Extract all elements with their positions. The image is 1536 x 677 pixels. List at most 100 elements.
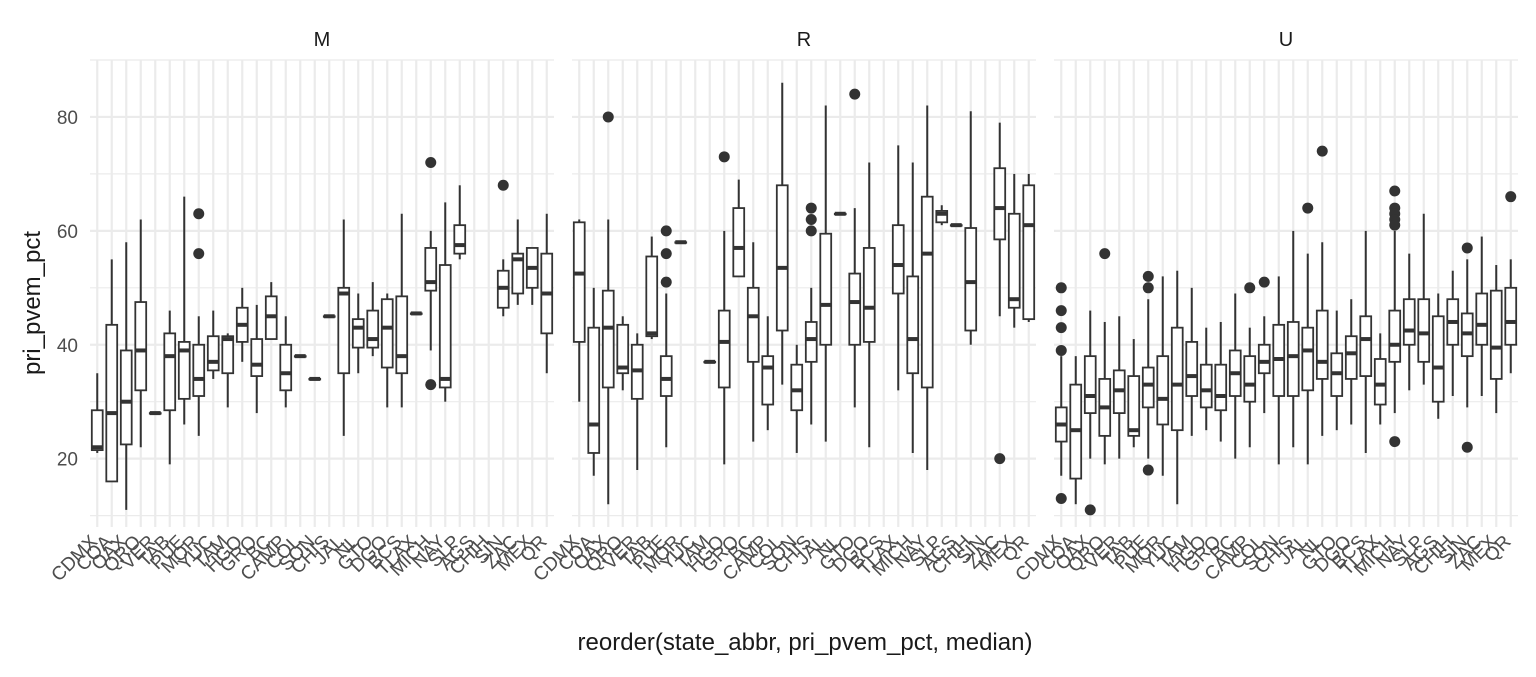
box-iqr — [645, 255, 659, 338]
box-iqr — [1489, 289, 1503, 380]
box-PUE — [659, 225, 673, 448]
y-tick-label: 40 — [57, 336, 78, 357]
box-iqr — [906, 275, 920, 375]
outlier-point — [1142, 270, 1154, 282]
box-CHIH — [964, 111, 978, 345]
box-NL — [351, 293, 365, 374]
box-SON — [790, 344, 804, 453]
box-iqr — [848, 272, 862, 346]
box-SLP — [453, 185, 467, 260]
box-BC — [746, 242, 760, 442]
box-COA — [105, 259, 119, 483]
box-iqr — [380, 298, 394, 369]
box-NAY — [1402, 253, 1416, 391]
outlier-point — [1055, 305, 1067, 317]
outlier-point — [1055, 493, 1067, 505]
box-iqr — [761, 355, 775, 406]
outlier-point — [602, 111, 614, 123]
outlier-point — [1389, 219, 1401, 231]
outlier-point — [660, 225, 672, 237]
box-iqr — [1417, 298, 1431, 363]
outlier-point — [1302, 202, 1314, 214]
box-iqr — [732, 207, 746, 278]
box-iqr — [351, 318, 365, 349]
box-iqr — [192, 343, 206, 397]
box-QRO — [616, 316, 630, 391]
box-VER — [630, 333, 644, 471]
box-iqr — [587, 326, 601, 454]
box-BCS — [1359, 230, 1373, 453]
box-YUC — [1170, 270, 1184, 505]
box-iqr — [1388, 309, 1402, 363]
outlier-point — [1099, 248, 1111, 260]
y-tick-label: 80 — [57, 108, 78, 129]
outlier-point — [1389, 185, 1401, 197]
box-iqr — [424, 247, 438, 292]
box-CAMP — [761, 316, 775, 431]
box-GRO — [732, 179, 746, 278]
box-SIN — [496, 179, 510, 317]
box-BCS — [395, 213, 409, 408]
box-ZAC — [511, 219, 525, 305]
box-CHIS — [322, 314, 336, 319]
outlier-point — [718, 151, 730, 163]
box-TAB — [1127, 339, 1141, 448]
box-SLP — [1417, 213, 1431, 385]
box-iqr — [1083, 355, 1097, 414]
outlier-point — [1389, 436, 1401, 448]
box-MICH — [906, 162, 920, 453]
outlier-point — [1142, 282, 1154, 294]
box-QRO — [134, 219, 148, 448]
box-DGO — [380, 293, 394, 408]
box-JAL — [1301, 202, 1315, 465]
outlier-point — [805, 213, 817, 225]
box-NAY — [920, 105, 934, 471]
box-iqr — [717, 309, 731, 389]
box-OAX — [119, 242, 133, 510]
outlier-point — [1244, 282, 1256, 294]
outlier-point — [849, 88, 861, 100]
box-iqr — [891, 224, 905, 295]
box-iqr — [163, 332, 177, 412]
box-AGS — [1431, 293, 1445, 419]
box-MOR — [1156, 276, 1170, 476]
box-VER — [148, 411, 162, 416]
box-VER — [1112, 316, 1126, 459]
box-HGO — [235, 287, 249, 362]
outlier-point — [1055, 344, 1067, 356]
box-iqr — [1359, 315, 1373, 377]
box-TAM — [221, 333, 235, 408]
outlier-point — [1461, 441, 1473, 453]
outlier-point — [1461, 242, 1473, 254]
box-iqr — [221, 335, 235, 375]
box-iqr — [1185, 341, 1199, 397]
y-tick-label: 60 — [57, 222, 78, 243]
box-GRO — [1214, 321, 1228, 442]
box-iqr — [134, 301, 148, 392]
box-MOR — [674, 240, 688, 245]
box-iqr — [616, 323, 630, 375]
box-iqr — [1344, 335, 1358, 380]
y-axis: 20 40 60 80 — [57, 108, 78, 471]
box-CHIH — [1446, 270, 1460, 397]
box-iqr — [1156, 355, 1170, 426]
box-DGO — [1344, 299, 1358, 425]
y-tick-label: 20 — [57, 450, 78, 471]
box-SON — [1272, 276, 1286, 465]
box-BC — [264, 282, 278, 340]
box-iqr — [1315, 309, 1329, 380]
box-CAMP — [279, 316, 293, 408]
outlier-point — [497, 179, 509, 191]
box-iqr — [993, 167, 1007, 241]
box-iqr — [1141, 366, 1155, 409]
box-PUE — [1141, 270, 1155, 476]
box-iqr — [250, 338, 264, 377]
box-iqr — [1214, 363, 1228, 412]
x-axis-title: reorder(state_abbr, pri_pvem_pct, median… — [578, 629, 1033, 656]
box-OAX — [1083, 310, 1097, 516]
box-iqr — [1373, 358, 1387, 406]
box-iqr — [177, 341, 191, 400]
box-QR — [1022, 173, 1036, 322]
box-NL — [833, 211, 847, 216]
